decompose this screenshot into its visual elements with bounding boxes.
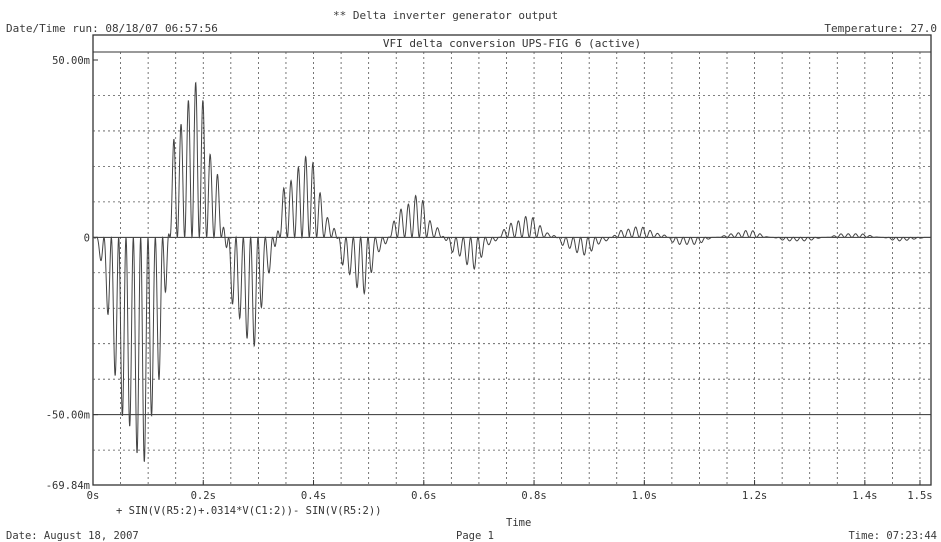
y-tick-label: -50.00m [46,410,90,422]
y-tick-label: -69.84m [46,480,90,492]
x-tick-label: 1.5s [907,490,932,502]
y-tick-label: 0 [84,232,90,244]
footer-time: Time: 07:23:44 [848,530,937,542]
y-tick-labels: 50.00m 0 -50.00m -69.84m [46,55,90,492]
footer-date: Date: August 18, 2007 [6,530,139,542]
x-tick-labels: 0s 0.2s 0.4s 0.6s 0.8s 1.0s 1.2s 1.4s 1.5s [87,490,933,502]
run-datetime: Date/Time run: 08/18/07 06:57:56 [6,22,218,35]
x-tick-label: 0s [87,490,100,502]
chart-title: VFI delta conversion UPS-FIG 6 (active) [383,37,641,50]
trace-label: + SIN(V(R5:2)+.0314*V(C1:2))- SIN(V(R5:2… [116,505,382,517]
plot-frame [92,34,932,486]
page-title: ** Delta inverter generator output [333,9,559,22]
x-tick-label: 1.4s [852,490,877,502]
x-tick-label: 0.8s [521,490,546,502]
signal-trace [92,81,931,462]
temperature: Temperature: 27.0 [824,22,937,35]
x-tick-label: 1.2s [742,490,767,502]
x-tick-label: 0.2s [191,490,216,502]
x-tick-label: 1.0s [632,490,657,502]
grid [93,52,931,485]
x-tick-label: 0.6s [411,490,436,502]
footer-page: Page 1 [456,530,494,542]
x-axis-label: Time [506,517,531,529]
x-tick-label: 0.4s [301,490,326,502]
y-tick-label: 50.00m [52,55,90,67]
